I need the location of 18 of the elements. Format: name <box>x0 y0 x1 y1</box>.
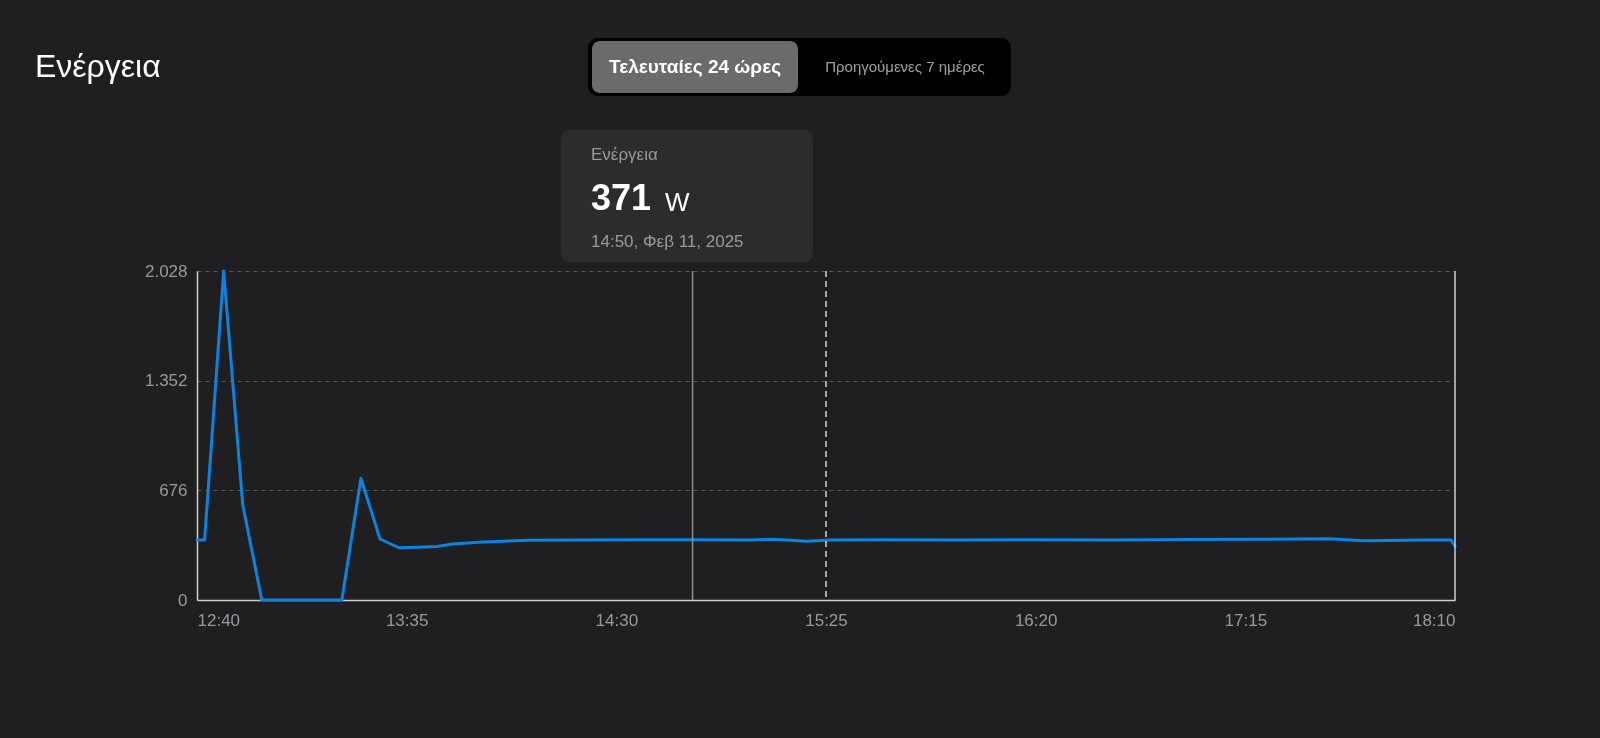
x-tick-label: 12:40 <box>197 610 241 630</box>
chart-title: Ενέργεια <box>35 48 161 84</box>
text: Τελευταίες 24 ώρες <box>608 56 782 77</box>
line-series <box>195 269 1457 602</box>
x-tick-label: 13:35 <box>385 610 429 630</box>
y-tick-label: 2.028 <box>144 261 188 281</box>
text: Προηγούμενες 7 ημέρες <box>825 58 985 75</box>
y-tick-label: 1.352 <box>144 371 188 391</box>
x-tick-label: 15:25 <box>805 610 848 630</box>
text: 14:50, Φεβ 11, 2025 <box>591 232 744 251</box>
y-tick-label: 676 <box>159 480 188 500</box>
x-tick-label: 17:15 <box>1224 610 1268 630</box>
text: Ενέργεια <box>591 145 658 164</box>
x-tick-label: 16:20 <box>1014 610 1058 630</box>
x-tick-label: 18:10 <box>1412 610 1456 630</box>
text: 371 W <box>591 177 690 218</box>
y-tick-label: 0 <box>178 590 188 610</box>
x-tick-label: 14:30 <box>595 610 639 630</box>
